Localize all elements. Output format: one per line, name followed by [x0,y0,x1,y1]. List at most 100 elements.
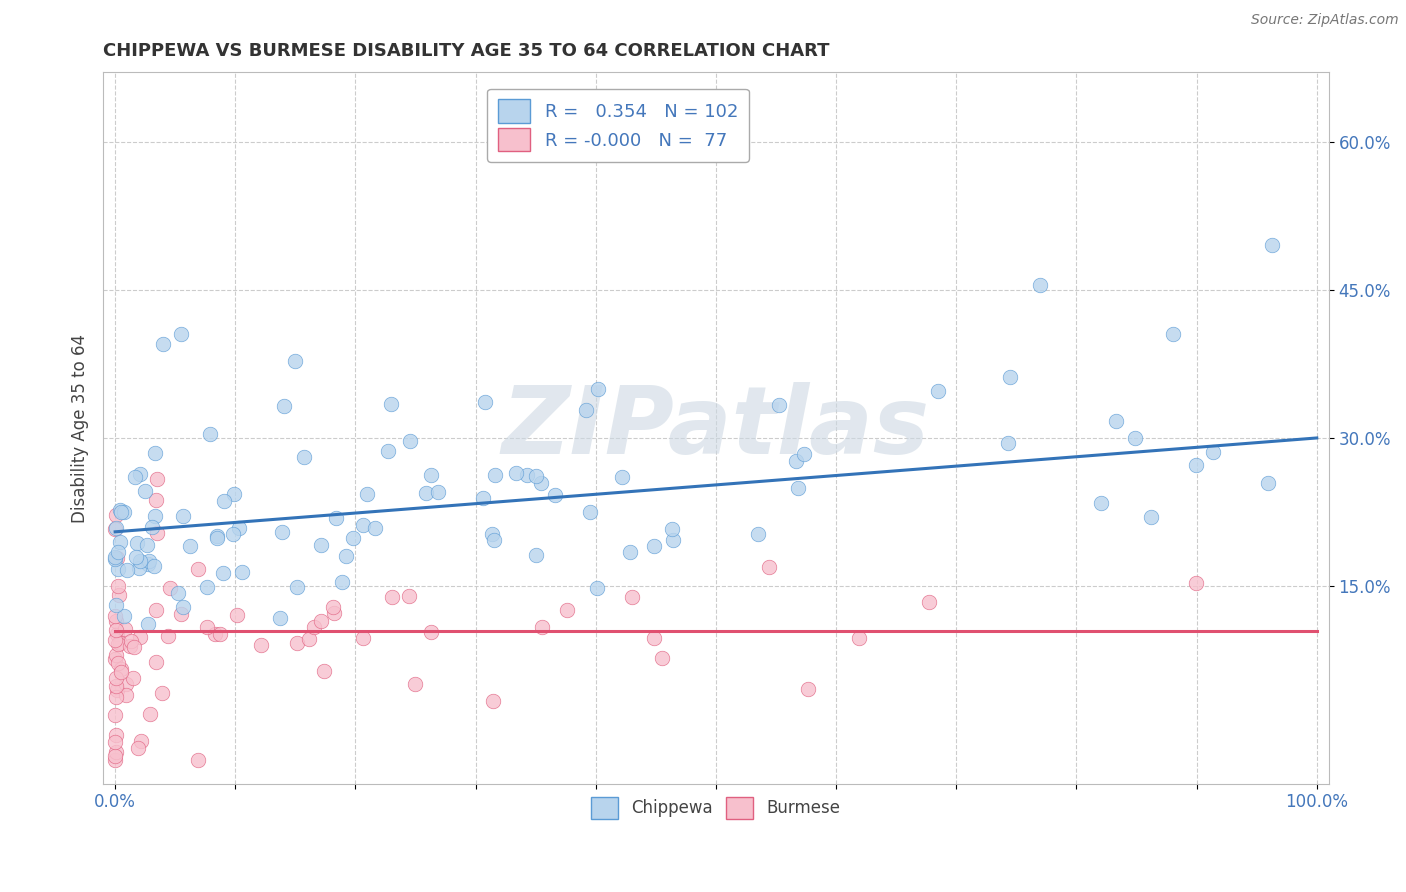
Point [516,468,538,483]
Point [1090,496,1112,510]
Point [107,579,129,593]
Point [207,529,229,543]
Point [107,545,129,559]
Point [187,562,209,576]
Point [104,623,127,637]
Point [129,734,152,748]
Point [335,549,357,564]
Point [250,638,273,652]
Point [997,435,1019,450]
Point [209,627,232,641]
Point [768,398,790,412]
Point [530,476,553,491]
Point [152,337,174,351]
Point [1261,238,1284,252]
Point [107,561,129,575]
Point [104,522,127,536]
Point [585,582,607,596]
Point [484,467,506,482]
Legend: Chippewa, Burmese: Chippewa, Burmese [585,790,846,825]
Point [110,505,132,519]
Point [610,470,633,484]
Point [159,581,181,595]
Point [222,487,245,501]
Point [231,565,253,579]
Point [484,533,506,548]
Text: Source: ZipAtlas.com: Source: ZipAtlas.com [1251,13,1399,28]
Point [110,665,132,680]
Point [135,538,157,552]
Point [747,526,769,541]
Text: ZIPatlas: ZIPatlas [502,382,929,474]
Point [198,426,221,441]
Point [143,446,166,460]
Point [105,671,128,685]
Point [179,539,201,553]
Point [143,508,166,523]
Point [398,590,420,604]
Point [918,595,941,609]
Point [222,527,245,541]
Point [104,735,127,749]
Point [104,753,127,767]
Point [125,550,148,565]
Point [114,622,136,636]
Point [128,561,150,575]
Point [524,548,547,562]
Point [481,527,503,541]
Point [145,493,167,508]
Point [298,632,321,646]
Point [146,473,169,487]
Point [1202,445,1225,459]
Point [270,524,292,539]
Point [115,563,138,577]
Point [139,707,162,722]
Point [797,681,820,696]
Point [575,402,598,417]
Text: CHIPPEWA VS BURMESE DISABILITY AGE 35 TO 64 CORRELATION CHART: CHIPPEWA VS BURMESE DISABILITY AGE 35 TO… [103,42,830,60]
Point [309,614,332,628]
Point [104,690,127,704]
Point [145,655,167,669]
Point [121,671,143,685]
Point [105,728,128,742]
Point [125,536,148,550]
Point [330,574,353,589]
Point [621,590,644,604]
Point [127,741,149,756]
Point [1185,576,1208,591]
Point [1257,475,1279,490]
Point [105,521,128,535]
Point [285,636,308,650]
Point [124,469,146,483]
Point [342,532,364,546]
Point [141,520,163,534]
Point [108,535,131,549]
Point [212,493,235,508]
Point [474,395,496,409]
Point [927,384,949,399]
Point [544,488,567,502]
Point [651,651,673,665]
Point [426,484,449,499]
Point [530,620,553,634]
Point [104,614,127,628]
Point [129,630,152,644]
Point [104,550,127,565]
Point [848,631,870,645]
Point [579,505,602,519]
Point [110,662,132,676]
Point [322,599,344,614]
Point [142,558,165,573]
Point [1161,327,1184,342]
Point [205,531,228,545]
Point [128,554,150,568]
Point [150,686,173,700]
Point [292,450,315,464]
Point [104,598,127,612]
Point [104,609,127,624]
Point [112,505,135,519]
Point [404,677,426,691]
Point [129,467,152,481]
Point [643,632,665,646]
